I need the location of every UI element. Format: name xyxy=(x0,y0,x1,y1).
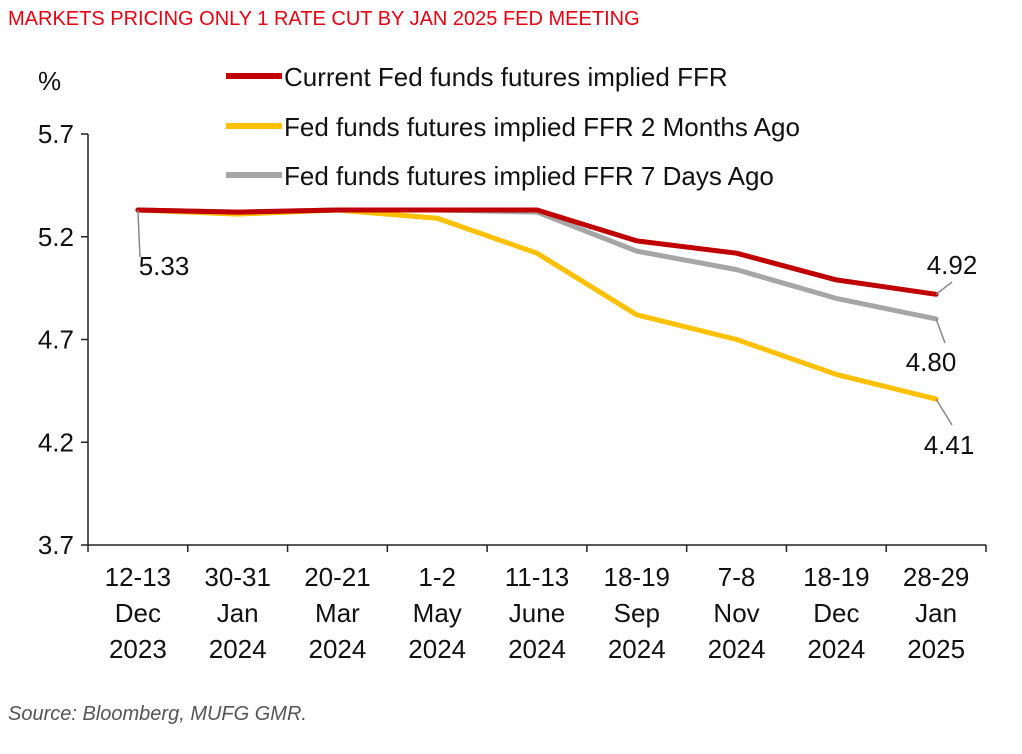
annotation-leader xyxy=(935,281,953,295)
legend-label: Current Fed funds futures implied FFR xyxy=(284,62,728,92)
y-tick-label: 5.7 xyxy=(38,119,74,149)
annotations: 5.33 4.92 4.80 4.41 xyxy=(137,210,978,460)
annotation-leader xyxy=(935,398,953,426)
data-label: 4.41 xyxy=(924,430,975,460)
x-tick-label: 18-19 Sep 2024 xyxy=(604,562,671,664)
x-tick-label: 7-8 Nov 2024 xyxy=(708,562,766,664)
x-tick-label: 28-29 Jan 2025 xyxy=(903,562,970,664)
chart-title: MARKETS PRICING ONLY 1 RATE CUT BY JAN 2… xyxy=(8,8,640,30)
series-line-2 xyxy=(135,207,939,322)
legend-label: Fed funds futures implied FFR 2 Months A… xyxy=(284,112,800,142)
annotation-leader xyxy=(935,318,946,344)
x-tick-label: 11-13 June 2024 xyxy=(505,562,570,664)
y-tick-label: 3.7 xyxy=(38,530,74,560)
y-tick-label: 5.2 xyxy=(38,222,74,252)
data-label: 4.80 xyxy=(906,347,957,377)
legend-label: Fed funds futures implied FFR 7 Days Ago xyxy=(284,161,774,191)
series-line-1 xyxy=(135,207,939,402)
tick-labels: 3.7 4.2 4.7 5.2 5.7 12-13 Dec 2023 30-31 Jan 2024 2… xyxy=(38,119,970,664)
data-label: 4.92 xyxy=(927,250,978,280)
x-tick-label: 18-19 Dec 2024 xyxy=(803,562,870,664)
x-tick-label: 20-21 Mar 2024 xyxy=(304,562,371,664)
axes xyxy=(81,133,987,552)
annotation-leader xyxy=(137,210,141,258)
y-tick-label: 4.2 xyxy=(38,427,74,457)
data-label: 5.33 xyxy=(139,251,190,281)
y-axis-label: % xyxy=(38,66,61,96)
series-lines xyxy=(135,207,939,402)
legend: Current Fed funds futures implied FFR Fed… xyxy=(226,62,800,191)
source-note: Source: Bloomberg, MUFG GMR. xyxy=(8,703,307,725)
x-tick-label: 12-13 Dec 2023 xyxy=(105,562,172,664)
x-tick-label: 1-2 May 2024 xyxy=(408,562,466,664)
x-tick-label: 30-31 Jan 2024 xyxy=(204,562,271,664)
y-tick-label: 4.7 xyxy=(38,325,74,355)
